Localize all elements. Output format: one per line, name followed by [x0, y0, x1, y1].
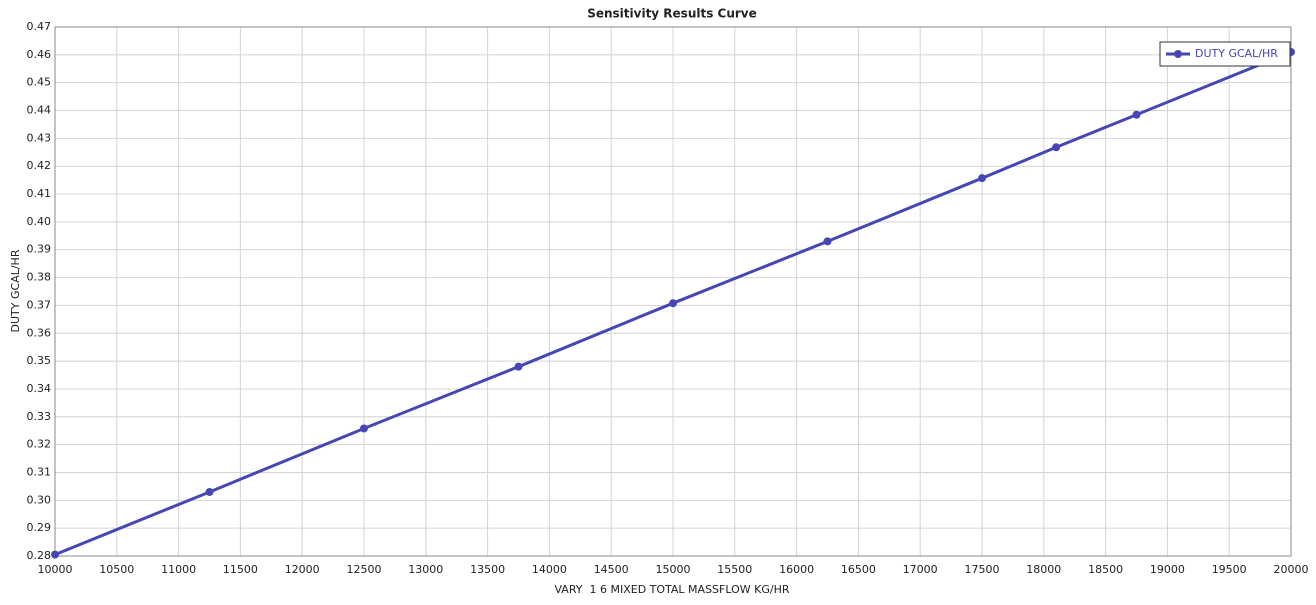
- x-tick-label: 15000: [656, 563, 691, 576]
- y-axis-label: DUTY GCAL/HR: [9, 249, 22, 332]
- x-tick-label: 15500: [717, 563, 752, 576]
- x-tick-label: 13500: [470, 563, 505, 576]
- y-tick-label: 0.29: [27, 521, 52, 534]
- data-point: [205, 487, 214, 496]
- y-tick-label: 0.28: [27, 549, 52, 562]
- y-tick-label: 0.46: [27, 48, 52, 61]
- y-tick-label: 0.43: [27, 131, 52, 144]
- data-point: [360, 424, 368, 433]
- x-tick-label: 14500: [594, 563, 629, 576]
- y-tick-label: 0.38: [27, 271, 52, 284]
- x-tick-label: 14000: [532, 563, 567, 576]
- y-tick-label: 0.47: [27, 20, 52, 33]
- x-tick-label: 17000: [903, 563, 938, 576]
- y-tick-label: 0.37: [27, 298, 52, 311]
- x-tick-label: 12000: [285, 563, 320, 576]
- x-tick-label: 16000: [779, 563, 814, 576]
- y-tick-label: 0.41: [27, 187, 52, 200]
- y-tick-label: 0.30: [27, 493, 52, 506]
- y-tick-label: 0.31: [27, 465, 52, 478]
- chart-title: Sensitivity Results Curve: [587, 7, 757, 21]
- legend: DUTY GCAL/HR: [1159, 41, 1291, 67]
- x-tick-label: 12500: [347, 563, 382, 576]
- legend-marker: [1174, 50, 1182, 58]
- y-tick-label: 0.39: [27, 243, 52, 256]
- x-tick-label: 10000: [38, 563, 73, 576]
- y-tick-label: 0.35: [27, 354, 52, 367]
- x-tick-label: 20000: [1274, 563, 1309, 576]
- y-tick-label: 0.33: [27, 410, 52, 423]
- data-point: [823, 237, 832, 246]
- x-axis-label: VARY 1 6 MIXED TOTAL MASSFLOW KG/HR: [554, 583, 789, 596]
- data-point: [669, 299, 677, 308]
- data-point: [1132, 110, 1141, 119]
- y-tick-label: 0.40: [27, 215, 52, 228]
- data-point: [1052, 143, 1061, 152]
- x-tick-label: 16500: [841, 563, 876, 576]
- y-tick-label: 0.45: [27, 76, 52, 89]
- x-tick-label: 13000: [408, 563, 443, 576]
- data-line: [54, 50, 1292, 556]
- y-tick-label: 0.42: [27, 159, 52, 172]
- x-tick-label: 11500: [223, 563, 258, 576]
- y-tick-label: 0.34: [27, 382, 52, 395]
- y-tick-label: 0.32: [27, 438, 52, 451]
- x-tick-label: 10500: [99, 563, 134, 576]
- y-tick-label: 0.44: [27, 104, 52, 117]
- y-tick-label: 0.36: [27, 326, 52, 339]
- x-tick-label: 17500: [965, 563, 1000, 576]
- plot-frame: [54, 26, 1292, 557]
- legend-label: DUTY GCAL/HR: [1195, 47, 1278, 60]
- x-tick-label: 18500: [1088, 563, 1123, 576]
- x-tick-label: 19500: [1212, 563, 1247, 576]
- x-tick-label: 11000: [161, 563, 196, 576]
- data-point: [978, 174, 986, 183]
- data-point: [514, 362, 523, 371]
- x-tick-label: 18000: [1026, 563, 1061, 576]
- x-tick-label: 19000: [1150, 563, 1185, 576]
- data-point: [51, 550, 59, 559]
